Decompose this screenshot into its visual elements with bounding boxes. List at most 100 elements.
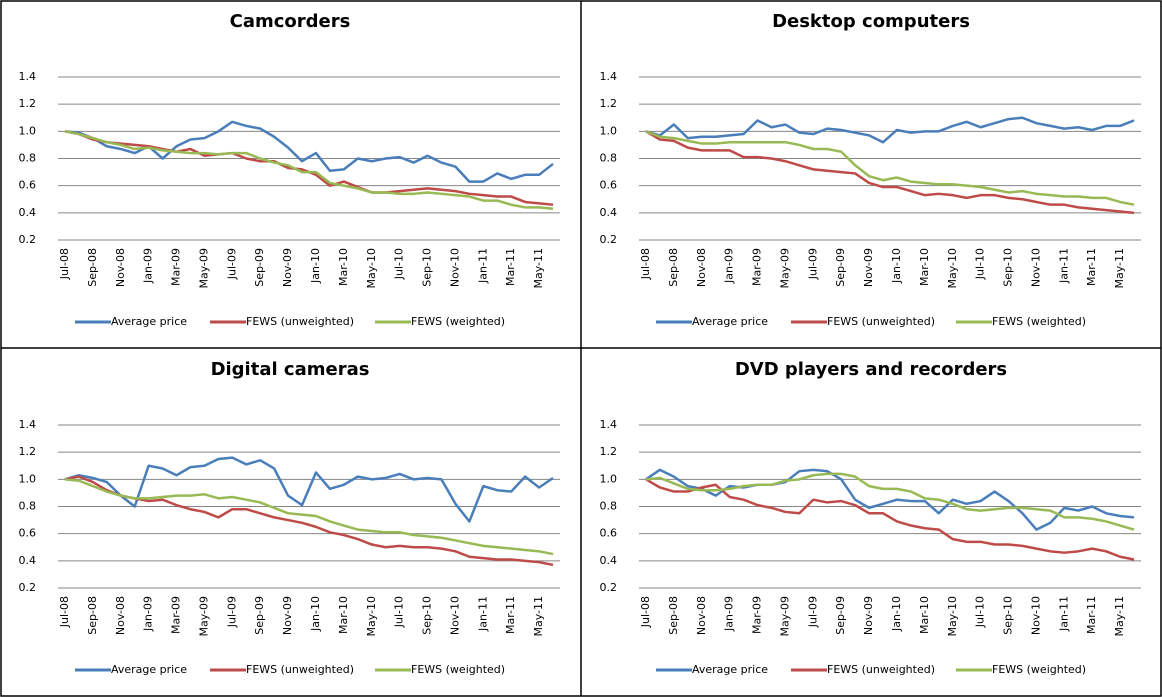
series-line [64,475,554,567]
x-tick-label: May-11 [532,596,545,637]
x-tick-label: Jan-09 [723,596,736,632]
chart-title: Digital cameras [211,359,370,380]
x-tick-label: May-09 [197,248,210,289]
x-tick-label: Sep-09 [253,248,266,287]
chart-title: Desktop computers [772,11,970,32]
x-tick-label: Mar-11 [1085,248,1098,286]
x-tick-label: Jul-08 [58,248,71,280]
series-line [645,130,1135,215]
legend-label: FEWS (weighted) [411,663,505,676]
series-line [645,472,1135,531]
y-tick-label: 0.6 [600,179,618,192]
x-tick-label: Mar-10 [337,596,350,634]
x-tick-label: Nov-10 [1029,248,1042,287]
x-tick-label: Mar-09 [170,248,183,286]
y-tick-label: 1.2 [600,445,618,458]
x-tick-label: Nov-09 [281,248,294,287]
x-tick-label: May-11 [1113,596,1126,637]
y-tick-label: 0.2 [19,581,37,594]
x-tick-label: Nov-10 [448,248,461,287]
x-tick-label: Sep-10 [1002,596,1015,635]
x-tick-label: Nov-08 [114,248,127,287]
x-tick-label: Mar-09 [170,596,183,634]
legend-label: FEWS (unweighted) [246,663,354,676]
x-tick-label: Jan-10 [890,596,903,632]
series-line [64,130,554,206]
x-tick-label: Mar-11 [504,596,517,634]
x-tick-label: Jan-10 [890,248,903,284]
y-tick-label: 0.4 [19,206,37,219]
x-tick-label: Nov-09 [281,596,294,635]
y-tick-label: 0.6 [19,179,37,192]
y-tick-label: 0.4 [19,554,37,567]
x-tick-label: Jul-10 [974,248,987,280]
x-tick-label: May-11 [532,248,545,289]
x-tick-label: Jul-09 [225,596,238,628]
x-tick-label: May-09 [197,596,210,637]
x-tick-label: Jan-10 [309,596,322,632]
y-tick-label: 0.2 [600,233,618,246]
x-tick-label: Mar-10 [918,248,931,286]
x-tick-label: May-11 [1113,248,1126,289]
y-tick-label: 0.6 [600,527,618,540]
series-line [64,478,554,556]
x-tick-label: Sep-10 [421,596,434,635]
x-tick-label: Jan-09 [142,248,155,284]
series-line [645,130,1135,206]
x-tick-label: Jul-09 [225,248,238,280]
series-line [645,478,1135,561]
series-line [645,468,1135,531]
y-tick-label: 0.8 [600,500,618,513]
x-tick-label: May-10 [946,248,959,289]
x-tick-label: Nov-10 [1029,596,1042,635]
x-tick-label: Nov-09 [862,596,875,635]
x-tick-label: Jan-11 [476,248,489,284]
x-tick-label: Mar-10 [337,248,350,286]
x-tick-label: Jan-11 [1057,596,1070,632]
y-tick-label: 0.8 [19,152,37,165]
x-tick-label: Jul-09 [806,248,819,280]
x-tick-label: Jan-09 [142,596,155,632]
x-tick-label: Sep-08 [667,596,680,635]
x-tick-label: Sep-10 [421,248,434,287]
x-tick-label: Mar-09 [751,248,764,286]
y-tick-label: 1.2 [19,445,37,458]
y-tick-label: 1.4 [600,418,618,431]
x-tick-label: Sep-08 [667,248,680,287]
legend-label: Average price [111,315,187,328]
x-tick-label: Jul-10 [393,596,406,628]
y-tick-label: 0.4 [600,206,618,219]
y-tick-label: 0.8 [600,152,618,165]
x-tick-label: Sep-09 [834,596,847,635]
chart-title: Camcorders [230,11,351,32]
x-tick-label: Jan-10 [309,248,322,284]
x-tick-label: May-10 [365,248,378,289]
x-tick-label: May-09 [778,596,791,637]
x-tick-label: Sep-09 [253,596,266,635]
y-tick-label: 1.0 [19,472,37,485]
series-line [645,116,1135,144]
x-tick-label: Mar-10 [918,596,931,634]
legend-label: Average price [692,315,768,328]
y-tick-label: 1.4 [19,418,37,431]
chart-title: DVD players and recorders [735,359,1007,380]
y-tick-label: 1.0 [600,124,618,137]
legend-label: FEWS (unweighted) [827,315,935,328]
x-tick-label: Sep-10 [1002,248,1015,287]
legend-label: FEWS (weighted) [992,663,1086,676]
y-tick-label: 1.2 [19,97,37,110]
y-tick-label: 1.0 [600,472,618,485]
y-tick-label: 1.4 [19,70,37,83]
x-tick-label: Jul-08 [639,248,652,280]
legend-label: FEWS (unweighted) [827,663,935,676]
y-tick-label: 0.6 [19,527,37,540]
y-tick-label: 0.2 [600,581,618,594]
y-tick-label: 1.0 [19,124,37,137]
legend-label: FEWS (unweighted) [246,315,354,328]
legend-label: FEWS (weighted) [992,315,1086,328]
x-tick-label: Mar-09 [751,596,764,634]
legend-label: FEWS (weighted) [411,315,505,328]
x-tick-label: Jan-11 [476,596,489,632]
